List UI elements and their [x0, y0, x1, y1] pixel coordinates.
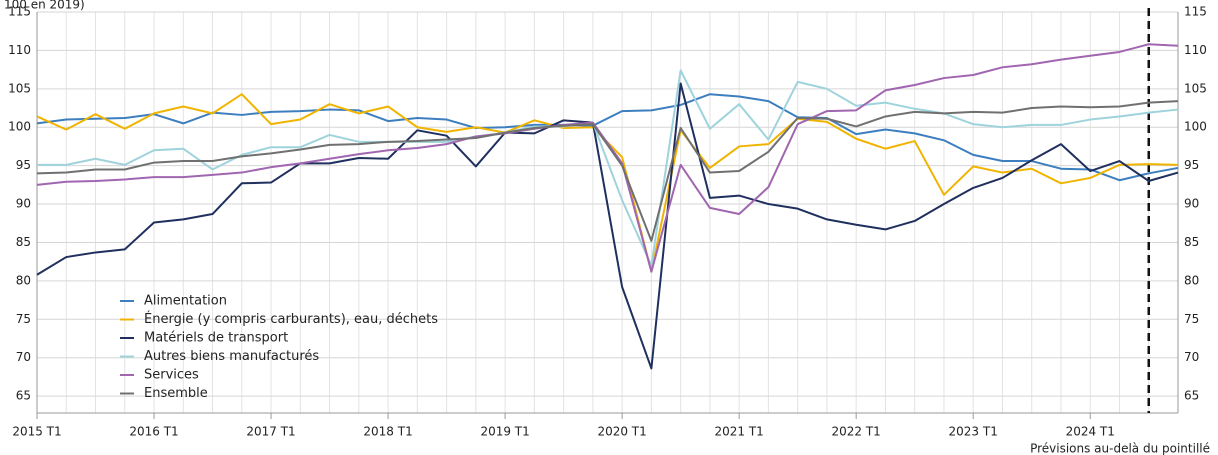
- x-tick-label: 2019 T1: [480, 425, 529, 439]
- series-line: [37, 69, 1179, 267]
- y-tick-label: 75: [16, 312, 31, 326]
- x-tick-label: 2021 T1: [714, 425, 763, 439]
- series-line: [36, 93, 1179, 273]
- legend-label: Alimentation: [144, 294, 227, 309]
- y2-tick-label: 115: [1184, 5, 1207, 19]
- legend-label: Énergie (y compris carburants), eau, déc…: [144, 311, 438, 327]
- legend-label: Ensemble: [144, 386, 208, 401]
- series-line: [36, 43, 1179, 273]
- x-tick-label: 2015 T1: [12, 425, 61, 439]
- x-tick-label: 2023 T1: [949, 425, 998, 439]
- y-tick-label: 85: [16, 235, 31, 249]
- y-tick-label: 65: [16, 389, 31, 403]
- y-tick-label: 80: [16, 273, 31, 287]
- x-tick-label: 2020 T1: [597, 425, 646, 439]
- legend-label: Autres biens manufacturés: [144, 349, 319, 364]
- y-tick-label: 115: [8, 5, 31, 19]
- y-tick-label: 110: [8, 43, 31, 57]
- y-tick-label: 105: [8, 81, 31, 95]
- y2-tick-label: 90: [1184, 197, 1199, 211]
- y2-tick-label: 110: [1184, 43, 1207, 57]
- legend-label: Services: [144, 368, 199, 383]
- x-tick-label: 2024 T1: [1066, 425, 1115, 439]
- y-tick-label: 70: [16, 350, 31, 364]
- series-line: [36, 82, 1179, 370]
- x-tick-label: 2016 T1: [129, 425, 178, 439]
- series-line: [36, 100, 1179, 242]
- legend-label: Matériels de transport: [144, 331, 288, 346]
- y-tick-label: 90: [16, 197, 31, 211]
- y-tick-label: 100: [8, 120, 31, 134]
- y2-tick-label: 75: [1184, 312, 1199, 326]
- x-tick-label: 2018 T1: [363, 425, 412, 439]
- y2-tick-label: 105: [1184, 81, 1207, 95]
- y-tick-label: 95: [16, 158, 31, 172]
- y2-tick-label: 65: [1184, 389, 1199, 403]
- y2-tick-label: 80: [1184, 273, 1199, 287]
- y2-tick-label: 85: [1184, 235, 1199, 249]
- footnote: Prévisions au-delà du pointillé: [1030, 442, 1210, 455]
- chart-title: 100 en 2019): [4, 0, 85, 12]
- y2-tick-label: 95: [1184, 158, 1199, 172]
- y2-tick-label: 70: [1184, 350, 1199, 364]
- series-line: [36, 93, 1179, 182]
- x-tick-label: 2022 T1: [832, 425, 881, 439]
- x-tick-label: 2017 T1: [246, 425, 295, 439]
- y2-tick-label: 100: [1184, 120, 1207, 134]
